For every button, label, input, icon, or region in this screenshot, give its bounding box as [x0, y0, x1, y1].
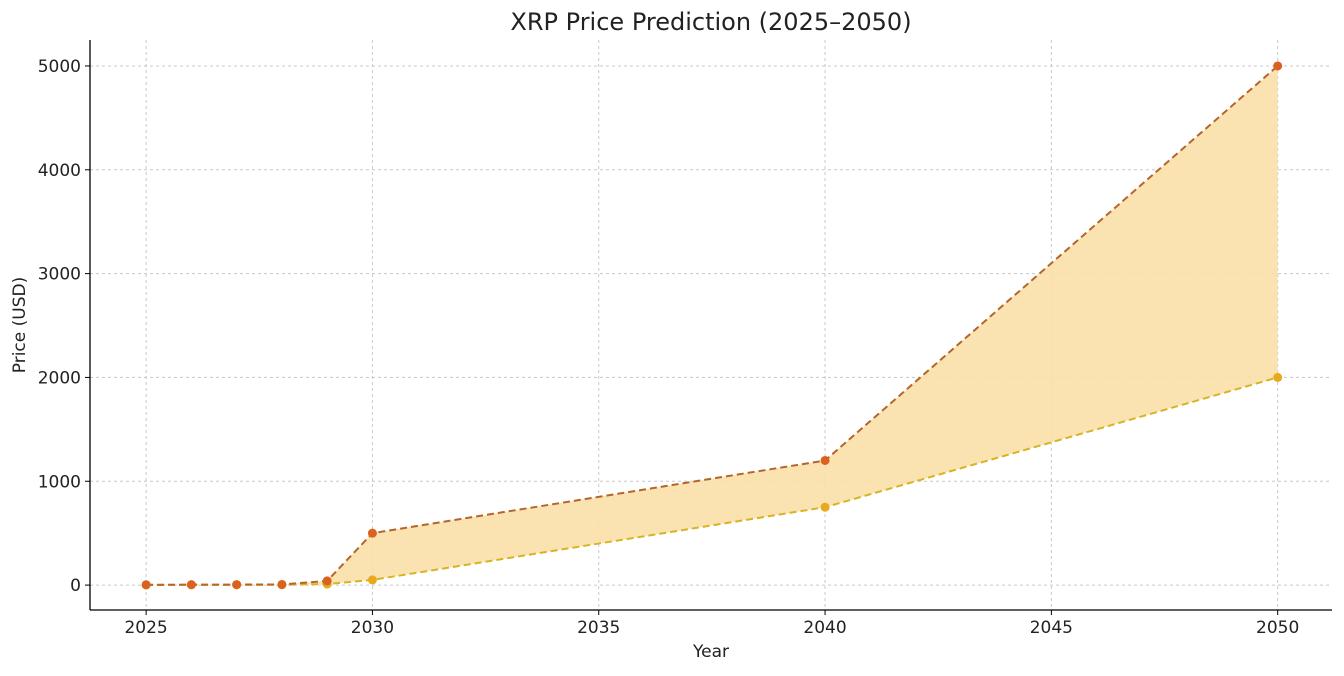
upper-data-point: [186, 580, 196, 590]
y-axis-label: Price (USD): [10, 277, 30, 373]
lower-series-line: [146, 376, 1278, 586]
upper-data-point: [1273, 61, 1283, 71]
y-tick-label: 3000: [38, 265, 81, 285]
lower-data-point: [820, 502, 830, 512]
x-axis-label: Year: [692, 642, 729, 662]
lower-data-point: [1273, 372, 1283, 382]
x-tick-label: 2045: [1030, 618, 1073, 638]
fill-area: [146, 65, 1278, 585]
y-tick-label: 1000: [38, 472, 81, 492]
x-tick-label: 2035: [577, 618, 620, 638]
upper-data-point: [820, 455, 830, 465]
lower-data-point: [367, 575, 377, 585]
axes: [85, 40, 1332, 615]
y-tick-label: 2000: [38, 368, 81, 388]
tick-labels: 2025 2030 2035 2040 2045 2050 0 1000 2000 3000 400…: [38, 57, 1300, 638]
series-lines: [141, 61, 1283, 590]
upper-data-point: [232, 580, 242, 590]
upper-data-point: [367, 528, 377, 538]
y-tick-label: 5000: [38, 57, 81, 77]
y-tick-label: 0: [70, 576, 81, 596]
x-tick-label: 2025: [124, 618, 167, 638]
x-tick-label: 2050: [1256, 618, 1299, 638]
chart-title: XRP Price Prediction (2025–2050): [510, 8, 911, 36]
fill-between-area: [146, 65, 1278, 585]
upper-data-point: [277, 579, 287, 589]
x-tick-label: 2030: [351, 618, 394, 638]
upper-series-line: [146, 65, 1279, 586]
upper-data-point: [322, 576, 332, 586]
x-tick-label: 2040: [803, 618, 846, 638]
upper-data-point: [141, 580, 151, 590]
y-tick-label: 4000: [38, 161, 81, 181]
